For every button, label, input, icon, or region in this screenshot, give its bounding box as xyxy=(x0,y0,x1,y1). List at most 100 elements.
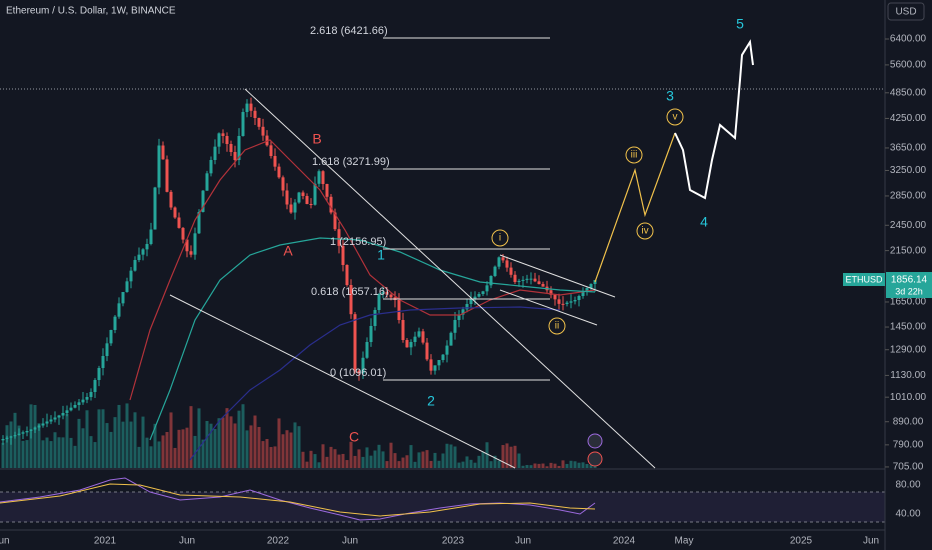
volume-bar xyxy=(201,439,205,468)
volume xyxy=(1,403,597,468)
volume-bar xyxy=(253,415,257,468)
volume-bar xyxy=(505,443,509,468)
candle-body xyxy=(429,359,433,371)
candle-body xyxy=(441,354,445,360)
price-tick-label: 2450.00 xyxy=(890,220,927,231)
candle-body xyxy=(529,278,533,280)
volume-bar xyxy=(541,463,545,468)
volume-bar xyxy=(197,408,201,468)
candle-body xyxy=(321,171,325,184)
candle-body xyxy=(97,368,101,380)
sub-wave-label: i xyxy=(499,233,501,244)
volume-bar xyxy=(449,444,453,468)
volume-bar xyxy=(501,445,505,468)
candle-body xyxy=(85,397,89,400)
countdown: 3d 22h xyxy=(895,286,923,296)
candle-body xyxy=(305,196,309,204)
volume-bar xyxy=(569,460,573,468)
candle-body xyxy=(585,288,589,292)
candle-body xyxy=(161,145,165,160)
candle-body xyxy=(65,410,69,413)
volume-bar xyxy=(25,440,29,468)
candle-body xyxy=(425,342,429,360)
volume-bar xyxy=(489,461,493,468)
fib-label: 2.618 (6421.66) xyxy=(310,25,388,37)
volume-bar xyxy=(85,410,89,468)
candle-body xyxy=(77,402,81,405)
volume-bar xyxy=(241,404,245,468)
volume-bar xyxy=(441,453,445,468)
volume-bar xyxy=(233,423,237,468)
volume-bar xyxy=(397,461,401,468)
candle-body xyxy=(189,251,193,255)
candle-body xyxy=(517,280,521,282)
candle-body xyxy=(353,314,357,371)
volume-bar xyxy=(309,450,313,468)
candle-body xyxy=(193,233,197,255)
volume-bar xyxy=(365,447,369,468)
volume-bar xyxy=(69,437,73,468)
candle-body xyxy=(473,296,477,300)
candle-body xyxy=(317,171,321,184)
price-axis: 6400.00 5600.00 4850.00 4250.00 3650.00 3250.… xyxy=(885,34,927,473)
sub-wave-label: v xyxy=(673,112,678,123)
candle-body xyxy=(481,291,485,294)
price-tick-label: 5600.00 xyxy=(890,60,927,71)
volume-bar xyxy=(285,430,289,468)
last-price: 1856.14 xyxy=(891,275,928,286)
candle-body xyxy=(397,300,401,320)
price-tick-label: 4250.00 xyxy=(890,113,927,124)
volume-bar xyxy=(533,463,537,468)
moving-averages xyxy=(129,139,596,461)
candle-body xyxy=(365,342,369,358)
volume-bar xyxy=(49,441,53,468)
volume-bar xyxy=(165,431,169,468)
volume-bar xyxy=(481,452,485,468)
volume-bar xyxy=(265,438,269,468)
volume-bar xyxy=(237,410,241,468)
candle-body xyxy=(401,320,405,340)
volume-bar xyxy=(433,452,437,468)
trend-line xyxy=(244,88,656,469)
volume-bar xyxy=(321,444,325,468)
volume-bar xyxy=(161,435,165,468)
volume-bar xyxy=(465,456,469,468)
sub-wave-circle xyxy=(548,317,566,335)
candle-body xyxy=(61,413,65,416)
candle-body xyxy=(573,300,577,302)
candle-body xyxy=(341,245,345,265)
candle-body xyxy=(577,296,581,300)
volume-bar xyxy=(153,423,157,468)
candle-body xyxy=(297,192,301,203)
volume-bar xyxy=(329,446,333,468)
volume-bar xyxy=(53,432,57,468)
candle-body xyxy=(449,332,453,346)
volume-bar xyxy=(457,462,461,468)
currency-button[interactable] xyxy=(887,2,925,21)
candle-body xyxy=(149,229,153,244)
candle-body xyxy=(333,212,337,230)
wave-label: 2 xyxy=(427,393,435,409)
volume-bar xyxy=(381,451,385,468)
volume-bar xyxy=(93,442,97,468)
volume-bar xyxy=(417,452,421,468)
candle-body xyxy=(177,217,181,228)
volume-bar xyxy=(517,453,521,468)
volume-bar xyxy=(525,465,529,468)
time-label: 2025 xyxy=(790,536,813,547)
event-icon[interactable] xyxy=(587,451,603,467)
rsi-line xyxy=(0,477,596,521)
candle-body xyxy=(513,274,517,282)
sub-wave-label: iv xyxy=(641,226,648,237)
price-tick-label: 1650.00 xyxy=(890,297,927,308)
sub-wave-circle xyxy=(625,146,643,164)
volume-bar xyxy=(553,463,557,468)
candle-body xyxy=(25,431,29,433)
time-label: Jun xyxy=(515,536,531,547)
rsi-ma xyxy=(0,483,596,517)
time-label: Jun xyxy=(179,536,195,547)
candle-body xyxy=(205,173,209,191)
candle-body xyxy=(153,187,157,230)
event-icon[interactable] xyxy=(587,433,603,449)
volume-bar xyxy=(401,457,405,468)
